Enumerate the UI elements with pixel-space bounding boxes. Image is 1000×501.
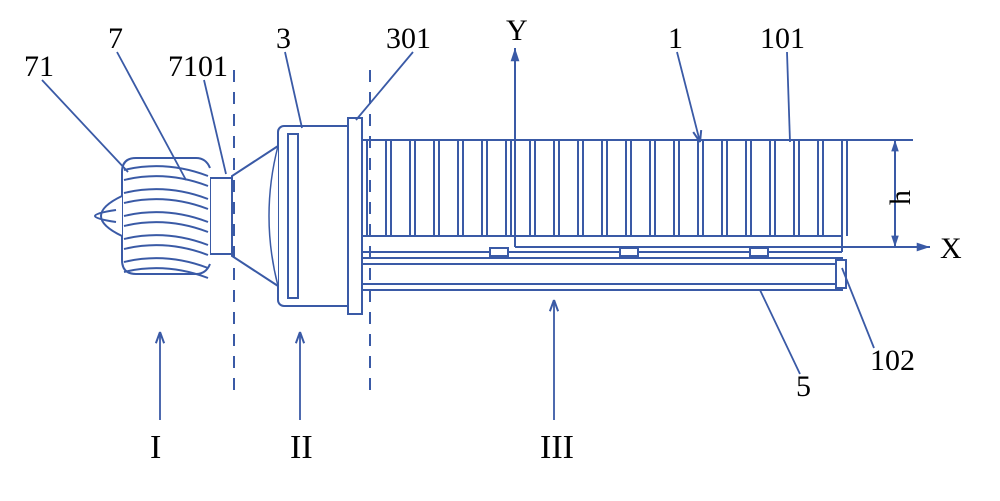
section-label-III: III: [540, 429, 574, 466]
section-label-II: II: [290, 429, 313, 466]
y-axis-label: Y: [506, 14, 528, 47]
callout-101: 101: [760, 22, 805, 55]
callout-7101: 7101: [168, 50, 228, 83]
callout-5: 5: [796, 370, 811, 403]
dim-h-label: h: [884, 190, 917, 205]
section-label-I: I: [150, 429, 161, 466]
callout-1: 1: [668, 22, 683, 55]
callout-301: 301: [386, 22, 431, 55]
callout-7: 7: [108, 22, 123, 55]
x-axis-label: X: [940, 232, 962, 265]
callout-3: 3: [276, 22, 291, 55]
callout-102: 102: [870, 344, 915, 377]
lens-rail: [362, 258, 842, 290]
screw-neck: [210, 178, 232, 254]
callout-71: 71: [24, 50, 54, 83]
